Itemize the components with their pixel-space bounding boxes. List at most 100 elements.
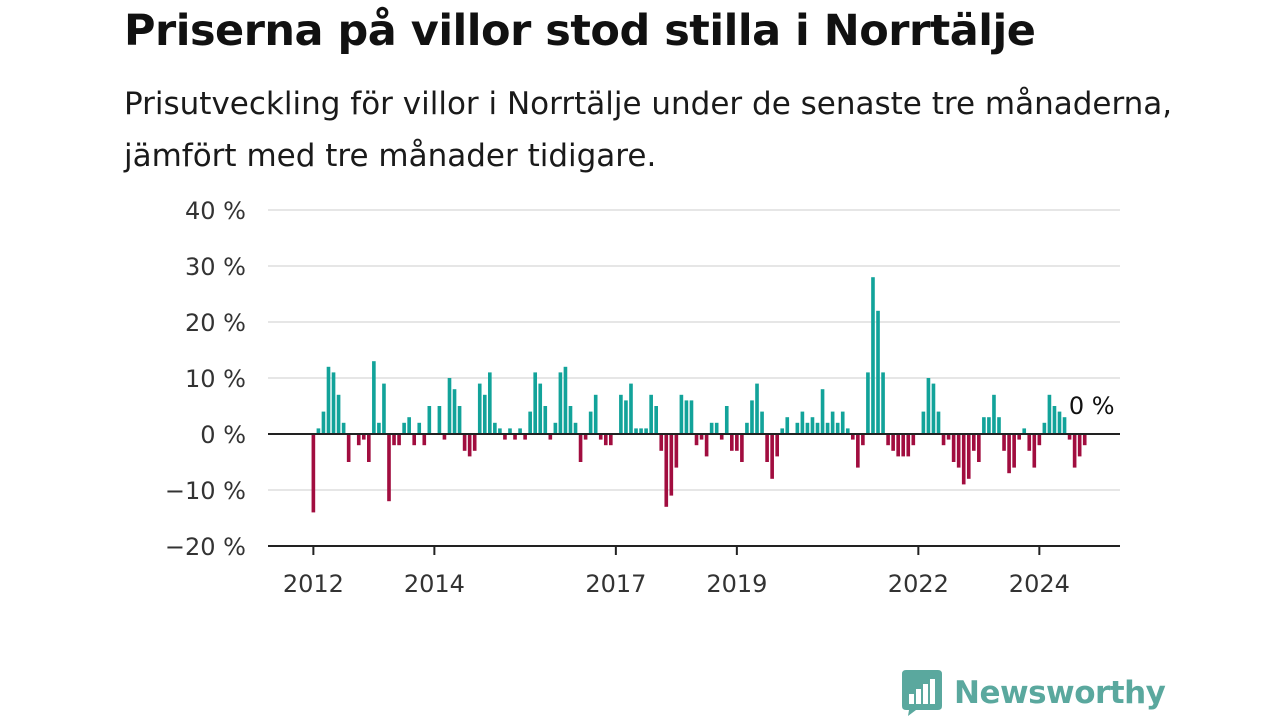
bar-positive xyxy=(795,422,800,434)
bar-positive xyxy=(316,428,321,434)
bar-positive xyxy=(619,394,623,434)
last-value-label: 0 % xyxy=(1069,392,1115,420)
bar-positive xyxy=(543,406,548,434)
bar-negative xyxy=(775,434,779,457)
bar-positive xyxy=(407,417,411,434)
bar-positive xyxy=(992,394,996,434)
bar-positive xyxy=(518,428,522,434)
bar-positive xyxy=(1022,428,1027,434)
bar-positive xyxy=(881,372,885,434)
bar-positive xyxy=(936,411,941,434)
bar-negative xyxy=(664,434,669,507)
bar-positive xyxy=(760,411,764,434)
bar-negative xyxy=(850,434,855,440)
bar-positive xyxy=(528,411,532,434)
bar-positive xyxy=(377,422,381,434)
bar-negative xyxy=(1032,434,1037,468)
bar-negative xyxy=(966,434,971,479)
bar-negative xyxy=(699,434,704,440)
bar-positive xyxy=(724,406,729,434)
bar-negative xyxy=(961,434,966,485)
bar-negative xyxy=(1082,434,1087,446)
bar-negative xyxy=(311,434,316,513)
bar-negative xyxy=(1072,434,1077,468)
bar-negative xyxy=(513,434,517,440)
bar-negative xyxy=(1007,434,1011,474)
bar-positive xyxy=(709,422,714,434)
bar-negative xyxy=(856,434,860,468)
bar-negative xyxy=(523,434,527,440)
bar-positive xyxy=(745,422,749,434)
bar-negative xyxy=(719,434,724,440)
x-tick-label: 2014 xyxy=(404,570,465,598)
bar-negative xyxy=(896,434,900,457)
bar-positive xyxy=(835,422,840,434)
bar-negative xyxy=(946,434,951,440)
bar-positive xyxy=(921,411,926,434)
bar-positive xyxy=(654,406,658,434)
bar-negative xyxy=(387,434,391,502)
x-tick-label: 2024 xyxy=(1009,570,1070,598)
bar-positive xyxy=(417,422,422,434)
bar-negative xyxy=(609,434,613,446)
bar-negative xyxy=(367,434,371,462)
bar-negative xyxy=(669,434,674,496)
bar-positive xyxy=(750,400,754,434)
bar-negative xyxy=(901,434,906,457)
bar-chart-speech-bubble-icon xyxy=(902,670,942,716)
bar-positive xyxy=(427,406,432,434)
bar-positive xyxy=(871,277,875,434)
bar-positive xyxy=(538,383,543,434)
x-tick-label: 2019 xyxy=(706,570,767,598)
bar-positive xyxy=(679,394,684,434)
bar-negative xyxy=(472,434,477,451)
bar-positive xyxy=(825,422,830,434)
bar-negative xyxy=(392,434,396,446)
bar-positive xyxy=(689,400,694,434)
bar-positive xyxy=(714,422,719,434)
bar-positive xyxy=(553,422,558,434)
bar-negative xyxy=(1077,434,1082,457)
bar-positive xyxy=(684,400,689,434)
bar-positive xyxy=(402,422,406,434)
bar-negative xyxy=(941,434,946,446)
bar-positive xyxy=(477,383,482,434)
bar-positive xyxy=(336,394,341,434)
bar-positive xyxy=(1057,411,1062,434)
bar-negative xyxy=(956,434,961,468)
bar-positive xyxy=(820,389,825,434)
bar-positive xyxy=(931,383,936,434)
bar-negative xyxy=(603,434,608,446)
bar-positive xyxy=(1062,417,1067,434)
bar-negative xyxy=(583,434,588,440)
bar-positive xyxy=(644,428,648,434)
bar-positive xyxy=(926,378,931,434)
bar-positive xyxy=(372,361,376,434)
bar-negative xyxy=(735,434,739,451)
bar-positive xyxy=(629,383,633,434)
bar-negative xyxy=(361,434,366,440)
bar-positive xyxy=(447,378,452,434)
bar-positive xyxy=(987,417,991,434)
bar-positive xyxy=(321,411,326,434)
bar-positive xyxy=(755,383,759,434)
bar-negative xyxy=(1017,434,1021,440)
x-tick-label: 2012 xyxy=(283,570,344,598)
bar-positive xyxy=(634,428,638,434)
brand-name: Newsworthy xyxy=(954,675,1166,711)
bar-positive xyxy=(639,428,643,434)
bar-positive xyxy=(800,411,805,434)
bar-positive xyxy=(982,417,986,434)
bar-positive xyxy=(573,422,578,434)
bar-negative xyxy=(1037,434,1042,446)
bar-negative xyxy=(906,434,911,457)
bar-negative xyxy=(861,434,865,446)
y-tick-label: 30 % xyxy=(185,253,246,281)
bar-negative xyxy=(598,434,603,440)
bar-positive xyxy=(382,383,386,434)
bar-negative xyxy=(356,434,361,446)
bar-negative xyxy=(659,434,664,451)
bar-positive xyxy=(840,411,845,434)
bar-negative xyxy=(977,434,981,462)
bar-negative xyxy=(1002,434,1006,451)
